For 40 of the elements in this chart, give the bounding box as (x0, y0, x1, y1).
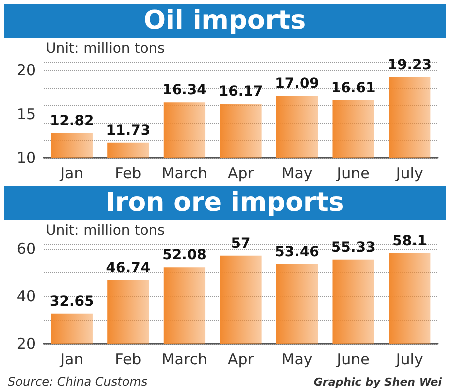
text: Unit: million tons (46, 41, 165, 57)
chart-title: Oil imports (4, 4, 446, 38)
x-tick-label: Feb (115, 350, 142, 368)
x-tick-label: Jan (60, 164, 84, 182)
x-tick-label: June (336, 164, 370, 182)
data-label: 12.82 (50, 113, 94, 130)
y-tick-label: 20 (16, 62, 36, 80)
x-tick-label: July (395, 164, 424, 182)
x-tick-label: Apr (228, 350, 255, 368)
x-tick-label: Jan (60, 350, 84, 368)
y-tick-label: 20 (16, 335, 36, 353)
data-label: 19.23 (388, 57, 432, 74)
data-label: 57 (231, 236, 251, 252)
source-note: Source: China Customs (8, 375, 148, 388)
y-tick-label: 10 (16, 149, 36, 167)
text: Unit: million tons (46, 223, 165, 239)
data-label: 16.34 (162, 82, 208, 99)
x-tick-label: Apr (228, 164, 255, 182)
data-label: 11.73 (106, 122, 151, 139)
data-label: 46.74 (106, 260, 151, 276)
x-tick-label: May (282, 350, 313, 368)
data-label: 55.33 (331, 240, 376, 256)
x-tick-label: Feb (115, 164, 142, 182)
data-label: 58.1 (392, 233, 428, 250)
x-tick-label: May (282, 164, 313, 182)
y-tick-label: 15 (16, 105, 36, 124)
data-label: 16.61 (331, 80, 376, 96)
x-tick-label: July (395, 350, 424, 368)
x-tick-label: June (336, 350, 370, 368)
data-label: 53.46 (275, 244, 320, 260)
data-label: 16.17 (218, 84, 264, 100)
x-tick-label: March (162, 350, 208, 368)
data-label: 52.08 (162, 248, 207, 264)
y-tick-label: 40 (16, 287, 36, 306)
data-label: 32.65 (50, 294, 94, 310)
chart-title: Iron ore imports (4, 186, 446, 220)
x-tick-label: March (162, 164, 208, 182)
data-label: 17.09 (275, 76, 320, 92)
y-tick-label: 60 (16, 240, 36, 258)
text: Graphic by Shen Wei (314, 376, 442, 388)
